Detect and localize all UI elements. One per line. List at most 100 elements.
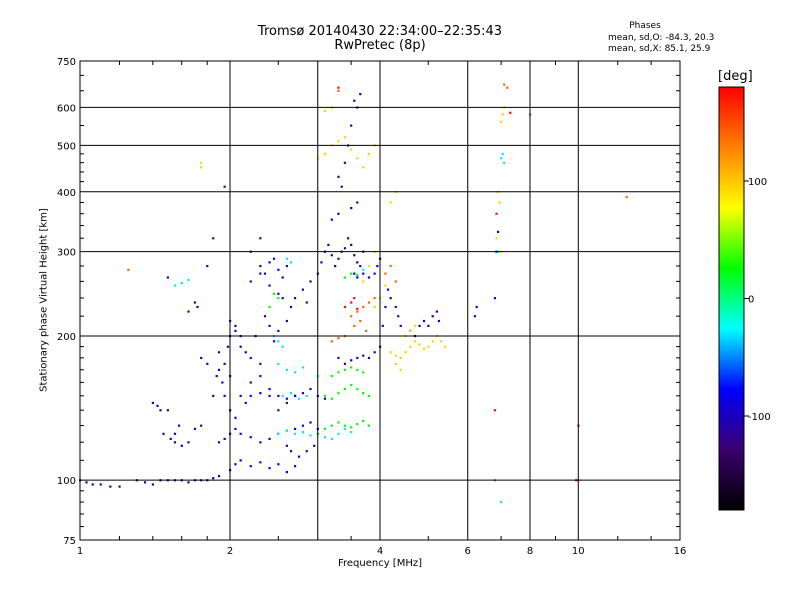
- data-point: [249, 394, 252, 398]
- data-point: [625, 196, 628, 199]
- data-point: [268, 467, 271, 470]
- data-point: [350, 148, 353, 151]
- data-point: [353, 324, 356, 328]
- data-point: [212, 237, 215, 240]
- data-point: [281, 276, 284, 279]
- data-point: [212, 477, 215, 480]
- scatter-points: [79, 83, 628, 504]
- data-point: [394, 354, 397, 357]
- data-point: [263, 272, 267, 275]
- data-point: [362, 371, 365, 374]
- data-point: [259, 272, 262, 275]
- data-point: [362, 272, 365, 275]
- data-point: [503, 161, 506, 164]
- data-point: [413, 340, 417, 343]
- data-point: [353, 254, 356, 257]
- data-point: [501, 113, 504, 116]
- data-point: [362, 280, 365, 283]
- data-point: [334, 264, 337, 268]
- data-point: [323, 427, 327, 431]
- colorbar-unit: [deg]: [718, 69, 753, 84]
- data-point: [268, 261, 271, 264]
- data-point: [439, 340, 443, 343]
- data-point: [272, 292, 276, 295]
- data-point: [212, 394, 215, 398]
- chart-title: Tromsø 20140430 22:34:00–22:35:43: [257, 24, 503, 39]
- data-point: [277, 292, 280, 295]
- data-point: [277, 340, 280, 343]
- data-point: [301, 366, 305, 369]
- chart-subtitle: RwPretec (8p): [334, 38, 426, 53]
- data-point: [193, 301, 197, 304]
- data-point: [367, 264, 371, 268]
- data-point: [373, 351, 376, 354]
- data-point: [384, 284, 387, 287]
- data-point: [285, 470, 288, 474]
- data-point: [353, 272, 356, 275]
- x-axis-label: Frequency [MHz]: [337, 558, 423, 569]
- data-point: [309, 387, 312, 391]
- data-point: [162, 432, 165, 435]
- data-point: [330, 340, 333, 343]
- data-point: [356, 261, 359, 264]
- data-point: [305, 394, 308, 398]
- data-point: [337, 175, 340, 178]
- data-point: [435, 310, 438, 313]
- data-point: [285, 401, 288, 405]
- data-point: [367, 301, 371, 304]
- x-tick-label: 2: [227, 546, 233, 557]
- data-point: [301, 424, 305, 427]
- colorbar-tick-label: -100: [748, 412, 771, 423]
- data-point: [223, 362, 226, 365]
- data-point: [386, 288, 390, 291]
- data-point: [249, 436, 252, 439]
- data-point: [159, 409, 162, 412]
- data-point: [337, 392, 340, 395]
- data-point: [301, 431, 305, 434]
- x-tick-label: 16: [674, 546, 687, 557]
- data-point: [330, 254, 333, 257]
- data-point: [268, 394, 271, 398]
- data-point: [337, 86, 340, 89]
- data-point: [367, 276, 371, 279]
- data-point: [293, 432, 297, 435]
- data-point: [356, 157, 359, 160]
- data-point: [356, 307, 359, 310]
- data-point: [313, 444, 316, 447]
- data-point: [249, 381, 252, 384]
- data-point: [277, 297, 280, 300]
- data-point: [293, 394, 297, 398]
- data-point: [356, 368, 359, 371]
- data-point: [169, 437, 172, 440]
- data-point: [356, 387, 359, 391]
- colorbar-tick-label: 0: [748, 295, 754, 306]
- y-tick-label: 600: [57, 103, 76, 114]
- data-point: [373, 272, 376, 275]
- colorbar-tick-label: 100: [748, 177, 767, 188]
- data-point: [359, 264, 362, 268]
- data-point: [217, 368, 221, 371]
- data-point: [503, 83, 506, 86]
- data-point: [500, 157, 503, 160]
- data-point: [343, 247, 347, 250]
- data-point: [500, 120, 503, 123]
- colorbar-ticks: 100 0 -100: [744, 177, 771, 423]
- data-point: [259, 237, 262, 240]
- data-point: [234, 463, 237, 466]
- data-point: [330, 374, 333, 378]
- data-point: [443, 345, 447, 348]
- data-point: [353, 99, 356, 102]
- data-point: [413, 324, 417, 328]
- data-point: [187, 441, 190, 444]
- data-point: [350, 315, 353, 318]
- data-point: [367, 152, 371, 156]
- data-point: [281, 297, 284, 300]
- data-point: [356, 274, 359, 277]
- data-point: [418, 324, 421, 328]
- data-point: [422, 347, 426, 351]
- data-point: [249, 356, 252, 360]
- data-point: [323, 436, 327, 439]
- x-tick-label: 1: [77, 546, 83, 557]
- data-point: [309, 434, 312, 437]
- data-point: [500, 501, 503, 504]
